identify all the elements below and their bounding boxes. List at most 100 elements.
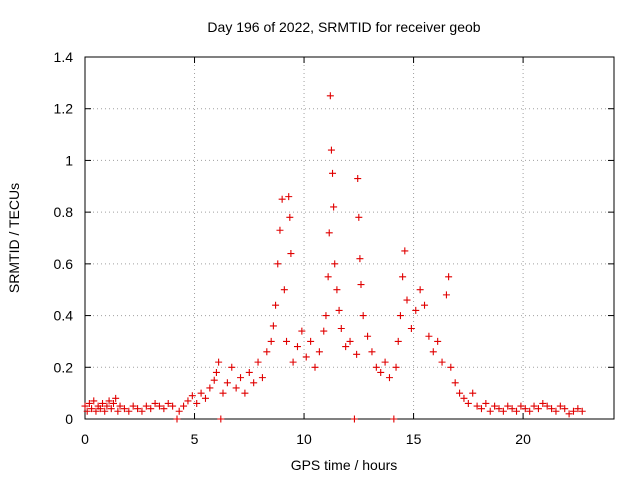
data-point [412,306,420,314]
grid-lines [85,57,614,419]
data-point [276,226,284,234]
data-point [477,405,485,413]
data-point [534,405,542,413]
data-point [396,312,404,320]
data-point [469,389,477,397]
data-point [556,402,564,410]
data-point [320,327,328,335]
data-point [330,203,338,211]
y-tick-label: 0.8 [54,204,74,220]
data-point [258,374,266,382]
data-point [530,402,538,410]
data-point [403,296,411,304]
data-point [394,337,402,345]
data-point [241,389,249,397]
x-tick-label: 0 [81,431,89,447]
data-point [368,348,376,356]
data-point [381,358,389,366]
data-point [223,379,231,387]
data-point [342,343,350,351]
x-tick-label: 10 [296,431,312,447]
data-point [526,407,534,415]
data-point [548,405,556,413]
data-point [442,291,450,299]
data-point [543,402,551,410]
data-point [210,376,218,384]
data-point [287,250,295,258]
data-point [250,379,258,387]
data-point [129,402,137,410]
data-point [401,247,409,255]
data-point [197,389,205,397]
data-point [90,397,98,405]
data-point [272,301,280,309]
x-tick-label: 5 [191,431,199,447]
data-point [267,337,275,345]
data-point [175,407,183,415]
data-point [504,402,512,410]
data-point [302,353,310,361]
data-point [293,343,301,351]
data-point [322,312,330,320]
data-point [353,350,361,358]
data-point [552,407,560,415]
data-point [346,337,354,345]
data-point [232,384,240,392]
y-tick-label: 1.4 [54,49,74,65]
data-point [85,399,93,407]
data-point [364,332,372,340]
data-point [356,255,364,263]
data-point [311,363,319,371]
y-tick-label: 1 [65,152,73,168]
data-point [326,92,334,100]
y-tick-label: 1.2 [54,101,74,117]
data-point [482,399,490,407]
data-point [333,286,341,294]
plot-frame [84,56,615,420]
data-point [425,332,433,340]
data-point [116,402,124,410]
data-point [103,402,111,410]
data-point [120,405,128,413]
data-point [565,410,573,418]
data-point [81,402,89,410]
data-point [495,405,503,413]
data-point [99,399,107,407]
data-point [274,260,282,268]
data-point [460,394,468,402]
data-point [92,407,100,415]
data-point [263,348,271,356]
data-point [280,286,288,294]
data-point [285,193,293,201]
data-point [569,407,577,415]
y-axis-label: SRMTID / TECUs [6,183,22,293]
data-point [142,402,150,410]
data-point [390,415,398,423]
data-point [212,368,220,376]
data-point [219,389,227,397]
data-point [83,407,91,415]
x-tick-label: 15 [406,431,422,447]
data-point [350,415,358,423]
data-point [147,405,155,413]
data-point [331,260,339,268]
data-point [237,374,245,382]
data-point [269,322,277,330]
data-point [206,384,214,392]
data-point [88,405,96,413]
data-point [399,273,407,281]
data-point [184,397,192,405]
data-point [337,325,345,332]
chart-title: Day 196 of 2022, SRMTID for receiver geo… [207,19,480,35]
data-point [283,337,291,345]
x-axis: 0 5 10 15 20 [81,57,531,447]
data-point [307,337,315,345]
data-point [508,405,516,413]
y-tick-label: 0.6 [54,256,74,272]
data-point [114,407,122,415]
data-series-srmtid [81,92,586,423]
data-point [228,363,236,371]
data-point [112,394,120,402]
data-point [125,407,133,415]
data-point [421,301,429,309]
